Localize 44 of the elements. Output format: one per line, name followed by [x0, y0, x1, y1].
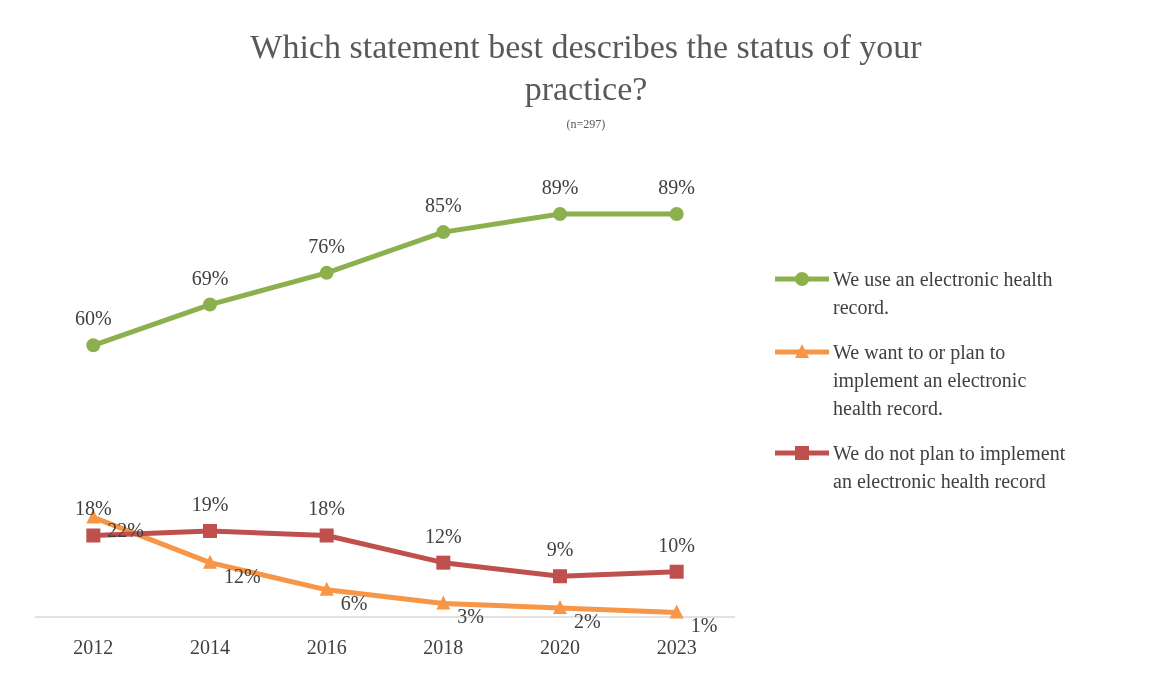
point	[553, 599, 567, 614]
data-label: 85%	[425, 194, 462, 217]
point	[203, 554, 217, 569]
data-label: 89%	[541, 176, 579, 198]
x-tick-label: 2012	[73, 636, 114, 658]
point	[553, 207, 567, 221]
data-label: 9%	[546, 538, 574, 561]
data-label: 1%	[690, 614, 718, 637]
data-label: 6%	[340, 591, 368, 614]
point	[319, 265, 334, 280]
point	[436, 225, 451, 240]
point	[553, 569, 567, 584]
point	[319, 528, 334, 543]
data-label: 69%	[191, 266, 229, 289]
chart-title: Which statement best describes the status of your practice?	[250, 28, 923, 107]
point	[203, 297, 217, 312]
point	[86, 338, 101, 353]
point	[669, 207, 684, 221]
x-tick-label: 2023	[656, 636, 697, 658]
point	[669, 564, 684, 579]
legend-label: We do not plan to implement an electronic health record	[833, 442, 1066, 492]
x-tick-label: 2018	[423, 636, 464, 658]
x-tick-label: 2020	[540, 636, 580, 658]
point	[319, 581, 334, 596]
point	[203, 523, 217, 538]
data-label: 18%	[75, 497, 112, 520]
chart-subtitle: (n=297)	[566, 117, 606, 131]
data-label: 89%	[658, 176, 695, 198]
point	[86, 528, 101, 543]
legend-label: We use an electronic health record.	[833, 268, 1053, 318]
data-label: 19%	[191, 492, 229, 515]
x-tick-label: 2016	[306, 636, 347, 658]
point	[436, 595, 451, 610]
data-label: 10%	[658, 533, 695, 556]
data-label: 76%	[308, 234, 345, 257]
legend-label: We want to or plan to implement an electronic health record.	[833, 341, 1027, 419]
point	[669, 604, 684, 619]
data-label: 60%	[75, 307, 112, 330]
data-label: 18%	[308, 497, 345, 520]
x-tick-label: 2014	[190, 636, 230, 658]
point	[436, 555, 451, 570]
data-label: 3%	[457, 605, 485, 628]
data-label: 2%	[574, 609, 601, 632]
data-label: 12%	[425, 524, 462, 547]
